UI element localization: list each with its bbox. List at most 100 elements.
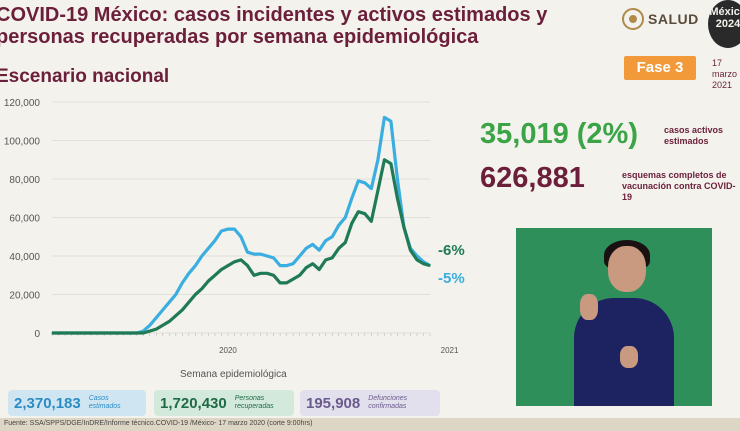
chart-subtitle: Escenario nacional bbox=[0, 66, 170, 87]
series-1-point-41 bbox=[318, 268, 320, 271]
series-1-point-16 bbox=[155, 328, 157, 330]
recovered-value: 1,720,430 bbox=[160, 394, 227, 412]
series-0-point-33 bbox=[266, 255, 268, 257]
series-1-point-40 bbox=[312, 263, 314, 265]
deaths-label: Defunciones confirmadas bbox=[368, 395, 408, 410]
series-1-point-32 bbox=[259, 272, 262, 274]
series-0-point-27 bbox=[227, 228, 229, 230]
y-tick-label-4: 80,000 bbox=[9, 175, 40, 186]
y-tick-label-6: 120,000 bbox=[4, 98, 41, 109]
active-cases-value: 35,019 (2%) bbox=[480, 118, 638, 150]
series-0-point-29 bbox=[240, 236, 242, 238]
series-1-point-17 bbox=[162, 324, 164, 326]
series-0-point-30 bbox=[246, 251, 249, 253]
series-0-point-20 bbox=[181, 282, 183, 284]
deaths-card: 195,908 Defunciones confirmadas bbox=[300, 390, 440, 416]
series-1-point-56 bbox=[416, 259, 418, 261]
series-0-point-38 bbox=[299, 255, 301, 257]
series-0-point-40 bbox=[312, 243, 314, 246]
series-1-point-57 bbox=[422, 263, 425, 265]
report-date-day: 17 marzo bbox=[712, 58, 738, 79]
series-1-point-11 bbox=[123, 332, 125, 334]
sign-language-interpreter-video bbox=[516, 228, 712, 406]
series-1-point-51 bbox=[383, 159, 385, 161]
series-0-point-35 bbox=[279, 265, 281, 267]
series-1-point-23 bbox=[201, 288, 203, 290]
series-0-point-42 bbox=[325, 240, 327, 242]
series-1-point-12 bbox=[129, 332, 131, 334]
series-1-point-37 bbox=[292, 278, 294, 280]
series-0-point-34 bbox=[272, 257, 275, 259]
series-1-point-35 bbox=[279, 282, 281, 284]
series-1-point-47 bbox=[357, 211, 359, 213]
series-1-point-38 bbox=[299, 274, 301, 276]
deaths-value: 195,908 bbox=[306, 394, 361, 412]
y-tick-label-3: 60,000 bbox=[9, 214, 40, 225]
series-0-point-16 bbox=[155, 317, 157, 319]
footer-bar bbox=[0, 418, 740, 431]
series-1-point-48 bbox=[364, 213, 366, 215]
x-year-label-1: 2021 bbox=[441, 346, 459, 355]
series-1-point-24 bbox=[207, 280, 210, 282]
series-0-point-51 bbox=[383, 116, 385, 118]
series-1-point-53 bbox=[396, 197, 399, 199]
series-1-point-6 bbox=[90, 332, 92, 334]
title-line-1: COVID-19 México: casos incidentes y acti… bbox=[0, 4, 548, 26]
series-1-point-43 bbox=[331, 257, 333, 259]
series-0-point-15 bbox=[149, 324, 151, 326]
recovered-card: 1,720,430 Personas recuperadas bbox=[154, 390, 294, 416]
source-note: Fuente: SSA/SPPS/DGE/InDRE/Informe técni… bbox=[4, 420, 313, 427]
series-0-point-31 bbox=[253, 253, 255, 255]
series-0-point-56 bbox=[416, 255, 418, 257]
series-1-point-22 bbox=[194, 293, 196, 296]
series-0-point-19 bbox=[175, 293, 177, 296]
series-1-point-58 bbox=[429, 265, 431, 267]
series-1-point-29 bbox=[240, 259, 242, 261]
salud-emblem-icon bbox=[622, 8, 644, 30]
series-0-point-21 bbox=[188, 272, 190, 274]
mexico-seal: México 2024 bbox=[708, 0, 740, 48]
estimated-cases-label: Casos estimados bbox=[88, 395, 121, 410]
series-0-point-44 bbox=[338, 224, 340, 226]
series-1-point-39 bbox=[305, 266, 307, 269]
series-0-point-18 bbox=[168, 301, 170, 303]
series-1-point-21 bbox=[188, 301, 190, 303]
series-0-point-26 bbox=[220, 230, 223, 232]
series-0-point-47 bbox=[357, 180, 359, 182]
series-1-point-20 bbox=[181, 309, 183, 311]
series-0-point-22 bbox=[194, 265, 196, 267]
series-1-point-19 bbox=[175, 315, 177, 317]
series-end-label-1: -6% bbox=[438, 242, 465, 259]
series-1-point-27 bbox=[227, 265, 229, 267]
series-1-point-28 bbox=[233, 261, 236, 263]
salud-logo: SALUD bbox=[622, 8, 699, 30]
series-1-point-30 bbox=[246, 265, 249, 267]
recovered-label: Personas recuperadas bbox=[234, 395, 274, 410]
series-0-point-53 bbox=[396, 178, 399, 180]
series-1-point-52 bbox=[390, 163, 392, 165]
series-0-point-28 bbox=[233, 228, 236, 230]
series-1-point-7 bbox=[97, 332, 99, 334]
series-0-point-32 bbox=[259, 253, 262, 255]
y-tick-label-2: 40,000 bbox=[9, 252, 40, 263]
y-tick-label-0: 0 bbox=[34, 329, 40, 340]
series-1-point-26 bbox=[220, 268, 223, 271]
estimated-cases-card: 2,370,183 Casos estimados bbox=[8, 390, 146, 416]
series-1-point-3 bbox=[70, 332, 73, 334]
series-1-point-49 bbox=[370, 220, 372, 222]
x-year-label-0: 2020 bbox=[219, 346, 237, 355]
series-0-point-52 bbox=[390, 120, 392, 122]
series-0-point-23 bbox=[201, 255, 203, 257]
y-tick-label-5: 100,000 bbox=[4, 137, 41, 148]
series-0-point-48 bbox=[364, 182, 366, 184]
series-0-point-17 bbox=[162, 309, 164, 311]
series-1-point-44 bbox=[338, 247, 340, 249]
interpreter-hand-2 bbox=[620, 346, 638, 368]
series-1-point-31 bbox=[253, 274, 255, 276]
series-1-point-5 bbox=[83, 332, 86, 334]
series-1-point-1 bbox=[57, 332, 60, 334]
series-1-point-9 bbox=[110, 332, 112, 334]
series-1-point-34 bbox=[272, 274, 275, 276]
series-0-point-45 bbox=[344, 216, 346, 219]
series-1-point-15 bbox=[149, 330, 151, 332]
